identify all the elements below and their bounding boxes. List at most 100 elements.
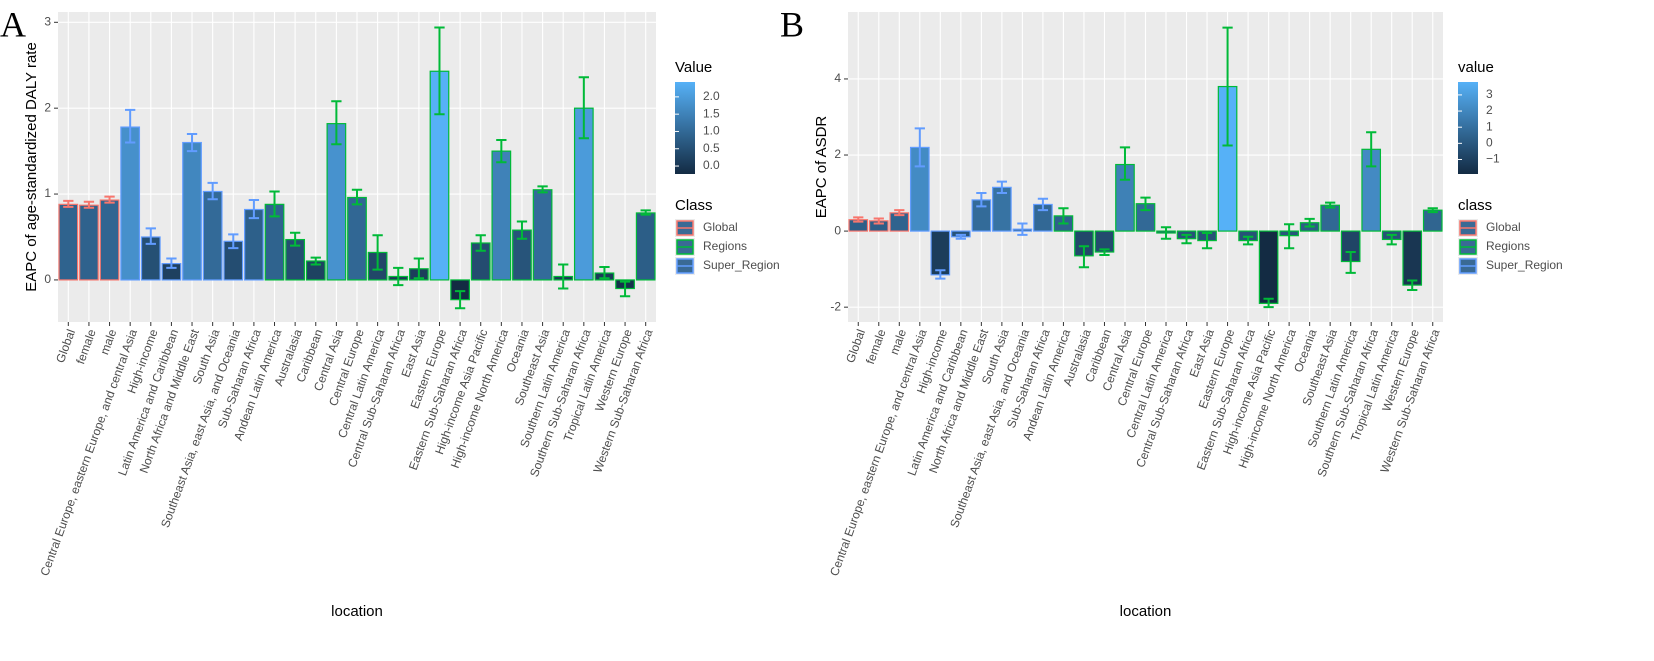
bar [1402,230,1423,286]
error-bar [1386,233,1397,246]
error-bar [475,234,486,252]
bar [79,204,99,281]
error-bar [599,266,610,280]
error-bar [1099,248,1110,257]
error-bar [228,233,239,250]
error-bar [1222,26,1233,147]
error-bar [1017,222,1028,236]
bar [1422,209,1443,232]
colorbar-label: 3 [1486,87,1493,101]
error-bar [125,108,136,144]
y-tick-label: 1 [44,186,51,200]
error-bar [434,26,445,116]
legend-title: Class [675,197,713,214]
y-tick-label: 0 [834,223,841,237]
error-bar [413,257,425,280]
colorbar-label: 1.5 [703,106,720,120]
colorbar-label: 0 [1486,136,1493,150]
error-bar [331,100,342,146]
error-bar [207,181,218,201]
colorbar [675,82,695,174]
error-bar [1181,233,1192,245]
error-bar [1263,297,1274,309]
error-bar [935,269,946,280]
colorbar-label: 0.0 [703,158,720,172]
error-bar [537,185,548,194]
error-bar [955,233,966,240]
error-bar [63,199,74,208]
legend-label: Super_Region [703,258,780,272]
legend-title: value [1458,59,1494,76]
colorbar-label: 2.0 [703,89,720,103]
legend-label: Super_Region [1486,258,1563,272]
error-bar [269,190,280,218]
bar [58,203,79,281]
panel-label: A [0,4,26,44]
bar [244,208,264,281]
error-bar [578,76,589,140]
legend-label: Regions [703,239,747,253]
error-bar [1201,231,1213,250]
colorbar-label: 2 [1486,103,1493,117]
error-bar [83,200,95,209]
error-bar [894,209,905,217]
bar [182,141,202,281]
colorbar-label: 1 [1486,119,1493,133]
error-bar [619,280,631,298]
error-bar [1242,235,1254,246]
error-bar [976,192,987,208]
error-bar [1037,197,1049,212]
y-tick-label: -2 [830,299,841,313]
error-bar [372,234,383,271]
bar [1320,204,1340,232]
panel-label: B [780,4,804,44]
bar [532,189,553,281]
error-bar [1325,201,1336,209]
bar [202,190,223,281]
error-bar [914,127,925,168]
y-tick-label: 4 [834,71,841,85]
colorbar-label: 0.5 [703,141,720,155]
error-bar [351,188,363,206]
bar [635,212,656,281]
colorbar [1458,82,1478,174]
error-bar [166,257,177,269]
error-bar [1119,146,1131,181]
error-bar [248,199,260,220]
error-bar [1140,196,1151,212]
y-tick-label: 3 [44,14,51,28]
x-axis-title: location [331,603,383,620]
bar [491,150,512,281]
error-bar [1407,279,1418,292]
y-axis-title: EAPC of age-standardized DALY rate [23,42,40,292]
error-bar [558,263,569,290]
bar [326,123,347,281]
bar [1258,230,1279,304]
error-bar [1283,223,1295,250]
error-bar [393,266,404,287]
error-bar [1058,207,1069,225]
legend-title: Value [675,59,712,76]
error-bar [310,256,321,266]
y-axis-title: EAPC of ASDR [813,116,830,219]
colorbar-label: 1.0 [703,124,720,138]
error-bar [496,138,507,164]
x-axis-title: location [1120,603,1172,620]
error-bar [145,227,156,245]
legend-label: Global [703,220,738,234]
bar [120,126,141,281]
legend-title: class [1458,197,1492,214]
error-bar [104,195,115,204]
error-bar [853,216,864,223]
error-bar [516,220,528,240]
legend-label: Global [1486,220,1521,234]
error-bar [996,180,1008,195]
error-bar [1427,207,1438,214]
error-bar [1366,131,1377,168]
error-bar [454,290,466,310]
x-tick-label: male [887,327,909,357]
error-bar [186,132,198,153]
error-bar [1304,217,1315,228]
bar [347,196,367,281]
